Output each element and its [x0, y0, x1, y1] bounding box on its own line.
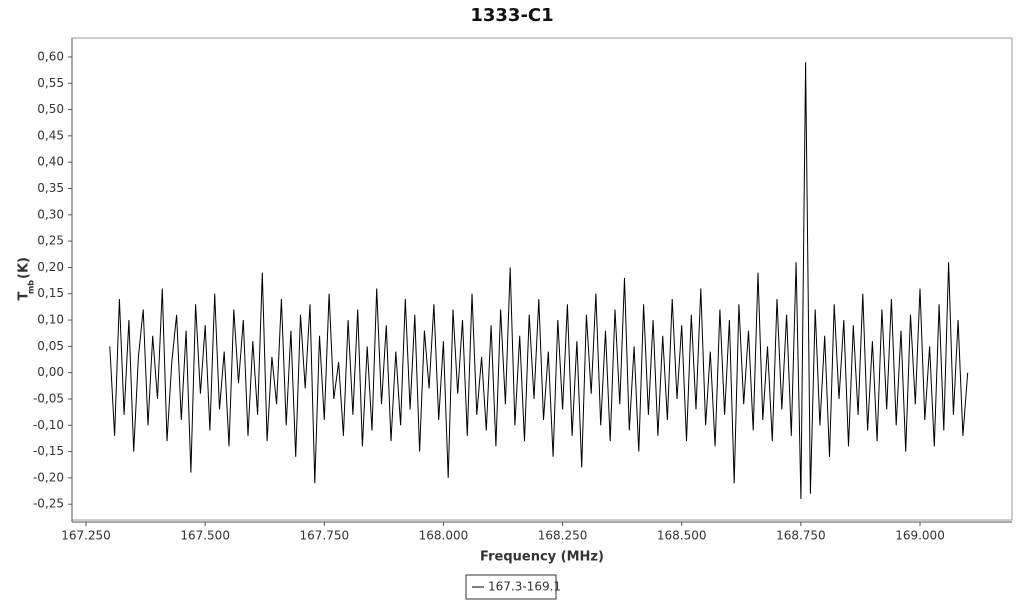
y-axis-label-unit: (K) — [17, 257, 32, 279]
y-tick-label: 0,15 — [37, 286, 64, 300]
y-tick-label: 0,40 — [37, 155, 64, 169]
x-tick-label: 167.500 — [180, 529, 230, 543]
x-tick-label: 168.250 — [538, 529, 588, 543]
y-axis-label: T mb (K) — [17, 257, 36, 300]
y-tick-label: -0,05 — [33, 391, 64, 405]
y-tick-label: 0,35 — [37, 181, 64, 195]
y-tick-label: 0,25 — [37, 234, 64, 248]
y-tick-label: 0,55 — [37, 76, 64, 90]
y-tick-label: 0,00 — [37, 365, 64, 379]
x-axis-label: Frequency (MHz) — [480, 550, 604, 565]
y-tick-label: 0,45 — [37, 128, 64, 142]
legend-box — [465, 574, 557, 600]
spectrum-line — [109, 62, 969, 500]
chart-title: 1333-C1 — [470, 5, 553, 26]
y-tick-label: 0,50 — [37, 102, 64, 116]
plot-frame — [71, 37, 1013, 521]
y-tick-label: -0,10 — [33, 418, 64, 432]
x-tick-label: 167.750 — [299, 529, 349, 543]
y-tick-label: 0,05 — [37, 339, 64, 353]
y-axis-label-main: T — [17, 291, 32, 300]
y-tick-label: 0,60 — [37, 49, 64, 63]
y-tick-label: -0,20 — [33, 470, 64, 484]
x-tick-label: 168.000 — [419, 529, 469, 543]
y-tick-label: -0,15 — [33, 444, 64, 458]
x-tick-label: 167.250 — [61, 529, 111, 543]
y-tick-label: -0,25 — [33, 497, 64, 511]
y-tick-label: 0,30 — [37, 207, 64, 221]
y-axis-label-sub: mb — [27, 280, 36, 294]
x-tick-label: 168.500 — [657, 529, 707, 543]
y-tick-label: 0,10 — [37, 313, 64, 327]
legend-label: 167.3-169.1 — [488, 580, 561, 594]
x-tick-label: 168.750 — [776, 529, 826, 543]
y-tick-label: 0,20 — [37, 260, 64, 274]
x-tick-label: 169.000 — [895, 529, 945, 543]
